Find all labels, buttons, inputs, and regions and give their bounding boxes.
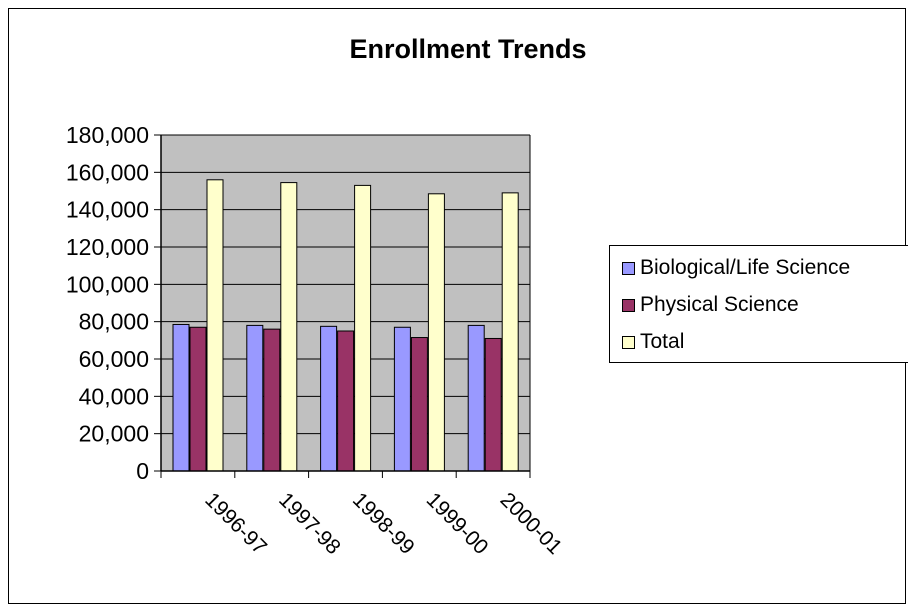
legend-item-biological: Biological/Life Science bbox=[622, 256, 850, 280]
bar bbox=[427, 193, 445, 472]
legend: Biological/Life Science Physical Science… bbox=[609, 245, 908, 363]
bar bbox=[393, 326, 411, 472]
bar bbox=[172, 323, 190, 472]
bar bbox=[246, 324, 264, 472]
chart-title: Enrollment Trends bbox=[349, 34, 587, 64]
bar bbox=[320, 325, 338, 472]
legend-swatch-physical bbox=[622, 298, 635, 312]
y-tick-label: 100,000 bbox=[66, 271, 149, 297]
bar bbox=[484, 337, 502, 472]
bar bbox=[337, 330, 355, 472]
bar bbox=[206, 179, 224, 472]
y-tick-label: 0 bbox=[136, 458, 149, 484]
y-tick-label: 120,000 bbox=[66, 234, 149, 260]
x-tick-label: 2000-01 bbox=[496, 488, 567, 559]
legend-item-total: Total bbox=[622, 330, 684, 354]
x-tick-label: 1997-98 bbox=[274, 488, 345, 559]
y-tick-label: 20,000 bbox=[79, 421, 149, 447]
y-tick-label: 160,000 bbox=[66, 159, 149, 185]
y-tick-label: 80,000 bbox=[79, 309, 149, 335]
x-tick-label: 1996-97 bbox=[200, 488, 271, 559]
legend-label-biological: Biological/Life Science bbox=[640, 256, 851, 279]
x-tick-label: 1999-00 bbox=[422, 488, 493, 559]
bar bbox=[354, 184, 372, 472]
y-tick-label: 140,000 bbox=[66, 197, 149, 223]
bar bbox=[189, 326, 207, 472]
bar bbox=[263, 328, 281, 472]
bar bbox=[467, 324, 485, 472]
y-tick-label: 180,000 bbox=[66, 122, 149, 148]
y-tick-label: 40,000 bbox=[79, 383, 149, 409]
legend-item-physical: Physical Science bbox=[622, 293, 799, 317]
legend-swatch-biological bbox=[622, 261, 635, 275]
legend-label-physical: Physical Science bbox=[640, 293, 799, 316]
y-tick-label: 60,000 bbox=[79, 346, 149, 372]
legend-swatch-total bbox=[622, 335, 635, 349]
bar bbox=[501, 192, 519, 472]
bar bbox=[410, 337, 428, 472]
bar bbox=[280, 182, 298, 472]
x-tick-label: 1998-99 bbox=[348, 488, 419, 559]
legend-label-total: Total bbox=[640, 330, 685, 353]
